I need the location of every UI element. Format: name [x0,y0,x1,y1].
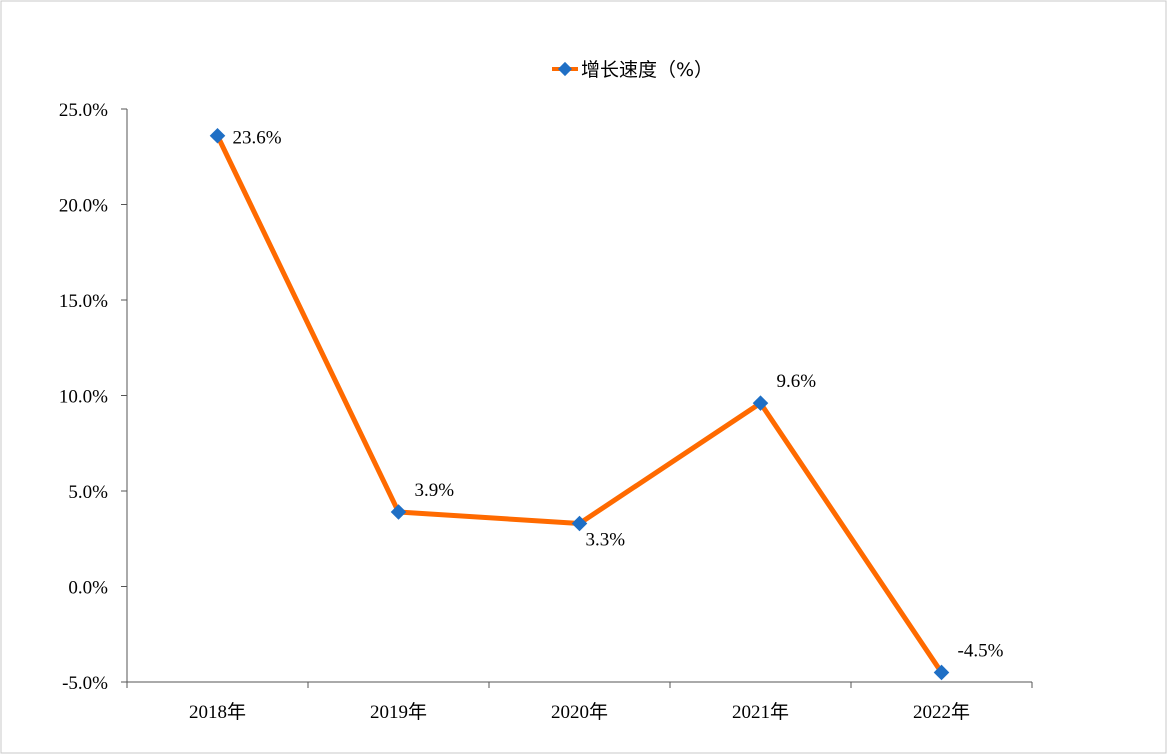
y-tick-label: 10.0% [59,387,108,408]
data-label: 9.6% [777,371,817,392]
data-point-marker [933,664,950,681]
x-tick-label: 2019年 [370,701,427,723]
x-tick-label: 2020年 [551,701,608,723]
y-tick-label: 25.0% [59,100,108,121]
data-label: 3.3% [586,529,626,550]
x-axis: 2018年 2019年 2020年 2021年 2022年 [126,681,1033,723]
x-tick-label: 2021年 [732,701,789,723]
legend-marker-swatch [557,61,573,77]
y-axis: 25.0% 20.0% 15.0% 10.0% 5.0% 0.0% -5.0% [59,100,128,694]
x-tick-label: 2018年 [189,701,246,723]
y-tick-label: 5.0% [68,482,108,503]
y-tick-label: -5.0% [62,673,108,694]
x-tick-label: 2022年 [913,701,970,723]
data-label: 3.9% [415,480,455,501]
y-tick-label: 20.0% [59,196,108,217]
data-label: 23.6% [233,128,282,149]
y-tick-label: 0.0% [68,578,108,599]
y-tick-label: 15.0% [59,291,108,312]
data-labels: 23.6% 3.9% 3.3% 9.6% -4.5% [233,128,1004,662]
data-label: -4.5% [958,640,1004,661]
legend: 增长速度（%） [552,59,713,81]
data-point-marker [571,515,588,532]
legend-label: 增长速度（%） [581,59,713,81]
data-point-marker [209,127,226,144]
